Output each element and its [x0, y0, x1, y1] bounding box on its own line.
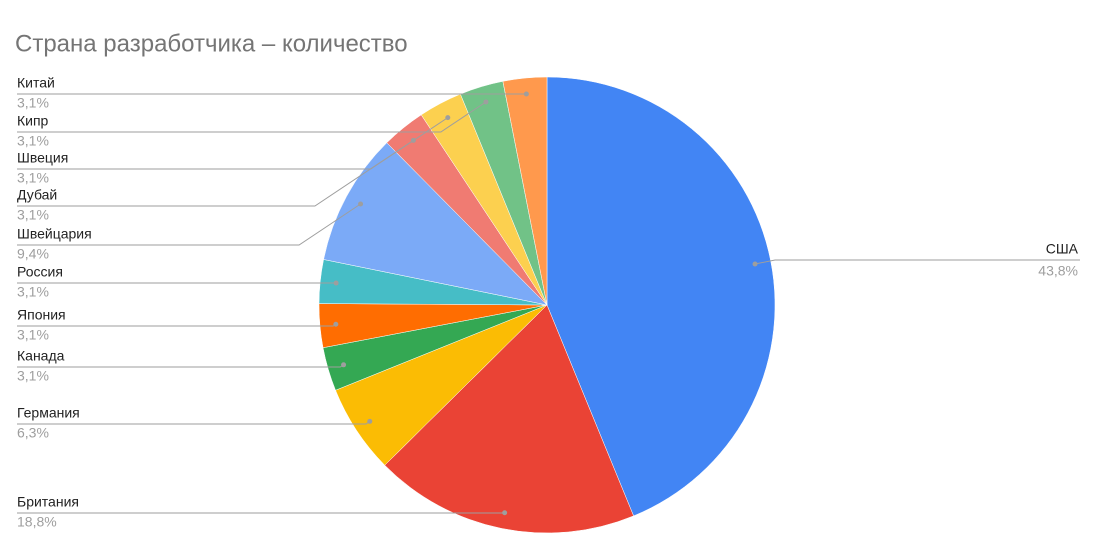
- slice-label: Россия: [17, 264, 63, 280]
- leader-dot: [333, 321, 339, 327]
- slice-value: 43,8%: [1038, 263, 1078, 279]
- leader-line: [17, 364, 344, 368]
- slice-value: 3,1%: [17, 207, 49, 223]
- pie-slice: [323, 142, 548, 306]
- slice-label: Дубай: [17, 187, 57, 203]
- slice-label: Британия: [17, 494, 79, 510]
- leader-line: [17, 420, 371, 425]
- slice-label: Кипр: [17, 113, 49, 129]
- slice-label: Швеция: [17, 150, 68, 166]
- leader-dot: [445, 115, 451, 121]
- leader-line: [17, 323, 337, 327]
- slice-label: Швейцария: [17, 226, 92, 242]
- slice-value: 18,8%: [17, 514, 57, 530]
- slice-label: Германия: [17, 405, 80, 421]
- slice-value: 3,1%: [17, 327, 49, 343]
- leader-dot: [752, 261, 758, 267]
- leader-dot: [341, 362, 347, 368]
- slice-value: 6,3%: [17, 425, 49, 441]
- leader-dot: [483, 99, 489, 105]
- leader-line: [17, 101, 487, 133]
- slice-label: США: [1046, 241, 1079, 257]
- chart-title: Страна разработчика – количество: [15, 30, 408, 57]
- pie-slice: [502, 76, 548, 306]
- leader-dot: [333, 280, 339, 286]
- slice-label: Канада: [17, 348, 65, 364]
- pie-slice: [384, 304, 634, 534]
- slice-label: Китай: [17, 75, 55, 91]
- leader-line: [754, 259, 1080, 265]
- slice-label: Япония: [17, 307, 66, 323]
- leader-dot: [502, 510, 508, 516]
- leader-line: [17, 117, 449, 170]
- leader-dot: [358, 201, 364, 207]
- slice-value: 3,1%: [17, 368, 49, 384]
- leader-line: [17, 203, 361, 246]
- slice-value: 3,1%: [17, 133, 49, 149]
- slice-value: 3,1%: [17, 284, 49, 300]
- slice-value: 3,1%: [17, 95, 49, 111]
- slice-value: 3,1%: [17, 170, 49, 186]
- leader-dot: [523, 91, 529, 97]
- leader-dot: [367, 418, 373, 424]
- slice-value: 9,4%: [17, 246, 49, 262]
